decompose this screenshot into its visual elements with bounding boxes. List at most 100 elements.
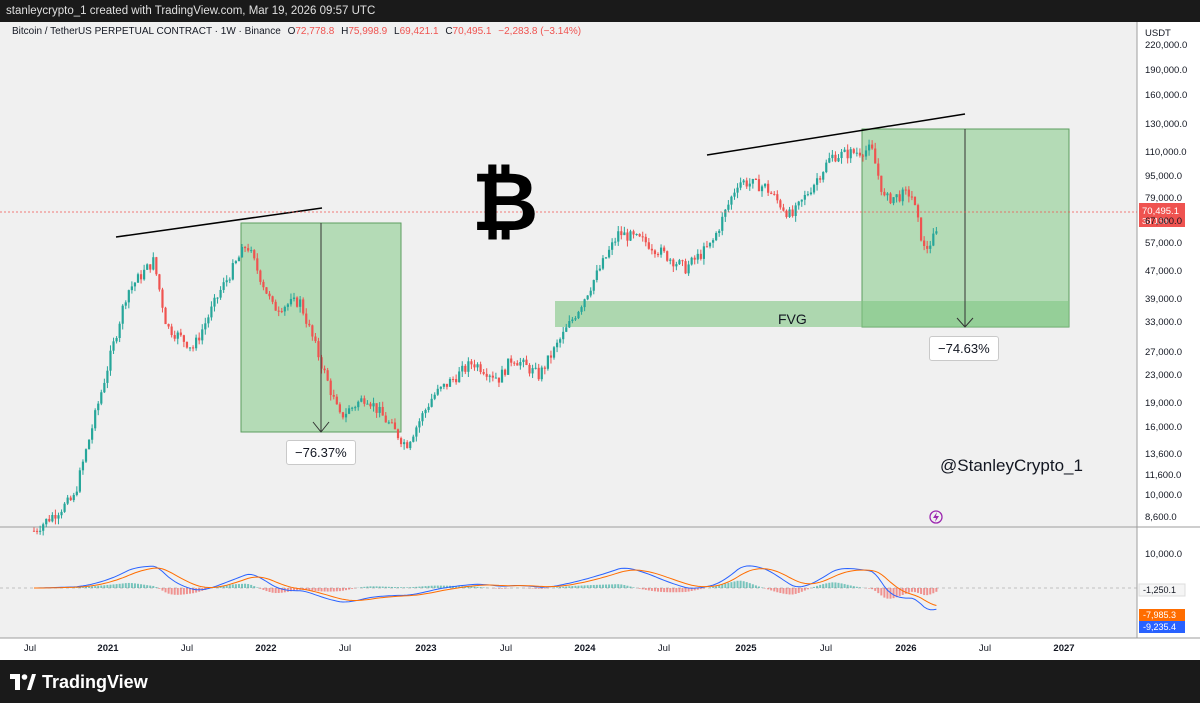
candle [577,310,580,320]
macd-histogram-bar [913,588,916,593]
macd-histogram-bar [816,585,819,588]
macd-histogram-bar [237,584,240,588]
candle [659,244,663,258]
macd-histogram-bar [632,587,635,588]
candle [72,492,75,503]
candle [326,367,329,382]
macd-histogram-bar [840,583,843,588]
macd-histogram-bar [644,588,647,590]
macd-histogram-bar [192,588,195,594]
macd-histogram-bar [470,586,473,588]
macd-histogram-bar [146,585,149,588]
candle [705,240,709,248]
macd-histogram-bar [88,586,91,588]
macd-histogram-bar [871,588,874,590]
candle [647,238,650,250]
candle [393,418,397,430]
x-tick-label: Jul [820,643,832,654]
y-tick-label: 8,600.0 [1145,512,1177,523]
macd-histogram-bar [858,587,861,588]
macd-histogram-bar [473,586,476,588]
candle [565,323,568,333]
candle [179,328,182,337]
macd-histogram-bar [467,586,470,588]
candle [146,263,149,271]
macd-histogram-bar [776,588,779,593]
candle [861,154,865,162]
x-tick-label: Jul [979,643,991,654]
candle [794,202,797,222]
candle [715,231,718,242]
candle [467,357,470,377]
macd-histogram-bar [568,586,571,588]
tradingview-logo[interactable]: TradingView [10,671,148,693]
macd-histogram-bar [185,588,188,595]
candle [60,509,63,519]
macd-histogram-bar [106,584,109,588]
macd-histogram-bar [825,583,828,588]
candle [69,495,72,501]
macd-histogram-bar [409,587,412,588]
candle [103,378,106,394]
candle [803,190,806,206]
candle [204,317,207,335]
chart-frame[interactable]: FVG ₿ 70,495.1 3d 15h USDT 220,000.0 190,000… [0,22,1200,660]
macd-histogram-bar [161,588,164,591]
candle [650,244,653,255]
macd-histogram-bar [595,584,598,588]
candle [904,186,907,195]
macd-histogram-bar [100,585,103,588]
candle [228,277,231,284]
candle [880,175,883,196]
y-tick-label: 67,000.0 [1145,216,1182,227]
candle [161,287,164,313]
y-tick-label: 79,000.0 [1145,193,1182,204]
candle [901,187,904,206]
macd-histogram-bar [360,587,363,588]
macd-histogram-bar [773,588,776,592]
macd-histogram-bar [730,582,733,588]
macd-histogram-bar [259,588,262,589]
macd-histogram-bar [323,588,326,592]
candle [500,365,504,383]
candle [464,364,467,375]
candle [124,300,127,310]
candle [201,324,204,345]
macd-histogram-bar [813,586,816,588]
candle [473,359,476,371]
candle [672,258,675,273]
candle [182,334,185,348]
candle [748,178,751,191]
candle [516,360,519,366]
candle [329,378,332,401]
candle [485,368,488,381]
macd-histogram-bar [149,585,152,588]
macd-histogram-bar [803,588,806,591]
tradingview-logo-icon [10,674,36,690]
candle [641,231,644,242]
macd-histogram-bar [372,586,375,588]
candle [675,261,678,271]
candle [855,147,858,157]
macd-histogram-bar [681,588,684,593]
candle [552,346,556,360]
macd-histogram-bar [598,584,601,588]
candle [207,314,210,328]
candle [357,400,360,411]
candle [433,392,436,401]
candle [629,229,632,242]
chart-canvas[interactable]: FVG ₿ 70,495.13d 15h USDT220,000.0190,000… [0,22,1200,660]
candle [913,196,917,206]
macd-histogram-bar [442,585,445,588]
macd-histogram-bar [837,582,840,588]
candle [522,357,525,368]
macd-histogram-bar [923,588,926,596]
candle [721,212,724,236]
macd-histogram-bar [241,583,244,588]
candle [51,512,54,523]
fvg-label: FVG [778,311,807,327]
candle [351,406,354,412]
y-tick-label: 11,600.0 [1145,470,1181,481]
bar-countdown: 3d 15h [1142,216,1168,226]
candle [782,203,785,212]
